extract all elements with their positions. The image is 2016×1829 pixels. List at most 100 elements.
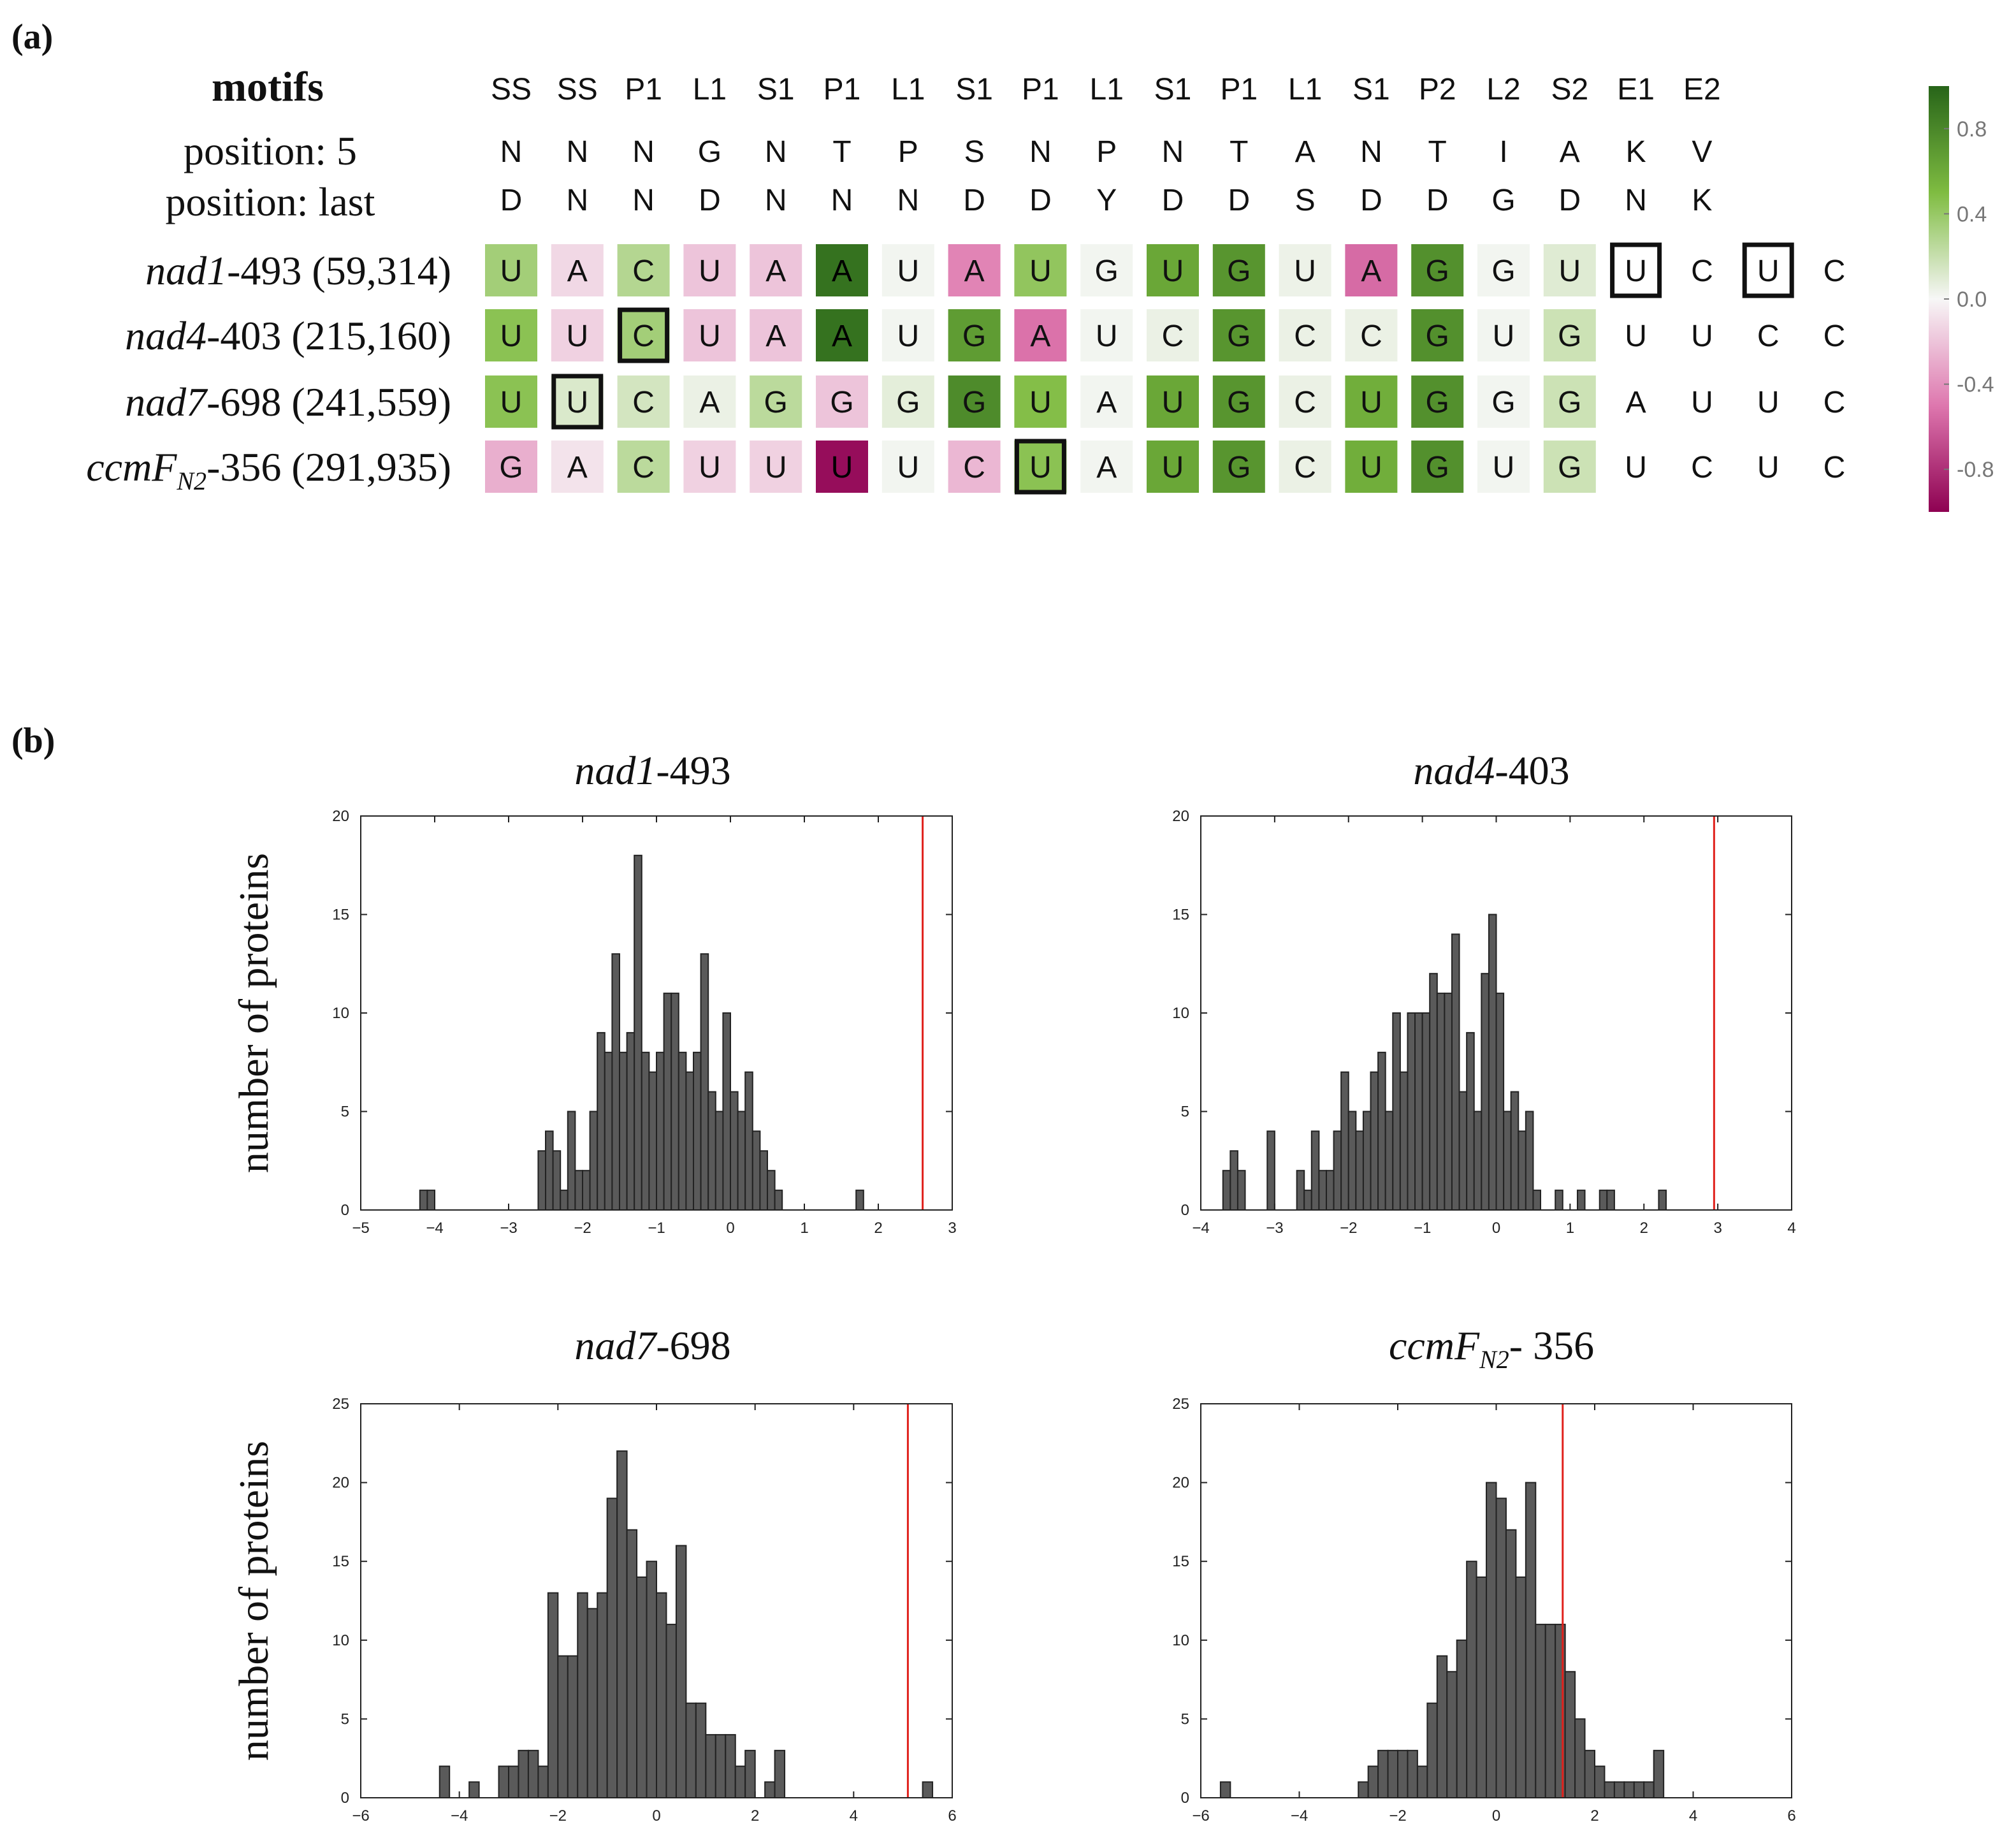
x-tick-label: 1 <box>1566 1220 1574 1237</box>
position5-residue: N <box>1162 135 1184 169</box>
y-tick-label: 20 <box>332 808 349 825</box>
x-tick-label: −3 <box>1266 1220 1283 1237</box>
histogram-bar <box>1518 1130 1527 1211</box>
histogram-title: nad7-698 <box>574 1323 730 1368</box>
heatmap-cell <box>485 309 537 361</box>
nucleotide-label: G <box>1426 319 1449 353</box>
nucleotide-label: G <box>1558 319 1581 353</box>
colorbar-tick-label: 0.0 <box>1957 288 1987 312</box>
position5-residue: T <box>1229 135 1248 169</box>
heatmap-cell <box>1477 441 1530 493</box>
position5-residue: G <box>698 135 722 169</box>
nucleotide-label: G <box>1491 386 1515 419</box>
position5-residue: V <box>1692 135 1712 169</box>
nucleotide-label: G <box>1227 319 1251 353</box>
histogram-bar <box>468 1781 480 1799</box>
motif-label: L1 <box>693 73 727 106</box>
transcript-name: nad1 <box>145 248 227 293</box>
colorbar-tick-label: 0.4 <box>1957 202 1987 226</box>
motif-label: L1 <box>1288 73 1322 106</box>
x-tick-label: −2 <box>1389 1807 1406 1825</box>
y-tick-label: 10 <box>332 1005 349 1022</box>
nucleotide-label: U <box>1757 386 1780 419</box>
histogram-bar <box>646 1561 657 1798</box>
heatmap-cell <box>750 441 802 493</box>
transcript-label: nad1-493 (59,314) <box>145 248 451 293</box>
histogram-bar <box>537 1765 549 1799</box>
heatmap-cell <box>750 375 802 428</box>
panel-label-b: (b) <box>11 721 55 761</box>
nucleotide-label: U <box>500 386 523 419</box>
y-tick-label: 15 <box>1172 907 1189 924</box>
histogram-2: nad4-403 −4 −3 −2 −1 0 1 2 3 4 0 5 10 15 20 <box>1172 748 1795 1237</box>
position-last-residue: Y <box>1096 184 1117 217</box>
position-last-residue: N <box>566 184 588 217</box>
motif-label: P1 <box>823 73 861 106</box>
nucleotide-label: U <box>831 451 853 485</box>
nucleotide-label: C <box>1824 386 1846 419</box>
heatmap-cell <box>1345 441 1398 493</box>
nucleotide-label: U <box>1493 319 1515 353</box>
heatmap-cell <box>1411 375 1464 428</box>
histogram-bar <box>1392 1012 1401 1211</box>
heatmap-cell <box>1212 375 1265 428</box>
y-tick-label: 0 <box>1181 1789 1189 1807</box>
nucleotide-label: A <box>567 451 588 485</box>
motif-label: SS <box>557 73 598 106</box>
y-tick-label: 5 <box>1181 1104 1189 1121</box>
x-tick-label: 1 <box>800 1220 808 1237</box>
histogram-bar <box>1370 1071 1379 1211</box>
position-last-residue: N <box>765 184 787 217</box>
histogram-bar <box>1510 1091 1519 1211</box>
nucleotide-label: C <box>1824 451 1846 485</box>
y-tick-label: 20 <box>332 1475 349 1492</box>
motif-label: S1 <box>1352 73 1390 106</box>
y-tick-label: 20 <box>1172 1475 1189 1492</box>
motif-label: P2 <box>1419 73 1456 106</box>
histogram-bar <box>626 1031 635 1211</box>
transcript-site: -403 (215,160) <box>207 313 451 358</box>
nucleotide-label: A <box>832 319 852 353</box>
nucleotide-label: U <box>1029 386 1052 419</box>
y-tick-label: 10 <box>332 1632 349 1649</box>
histogram-bar <box>1525 1482 1537 1799</box>
nucleotide-label: A <box>1096 386 1117 419</box>
histogram-bar <box>1623 1781 1635 1799</box>
y-tick-label: 0 <box>341 1202 349 1219</box>
histogram-bar <box>764 1781 776 1799</box>
heatmap-cell <box>485 244 537 296</box>
histogram-bar <box>1606 1190 1615 1211</box>
heatmap-cell <box>1147 309 1199 361</box>
nucleotide-label: U <box>1691 386 1713 419</box>
y-tick-label: 25 <box>1172 1395 1189 1413</box>
nucleotide-label: U <box>1558 254 1581 288</box>
position5-residue: T <box>832 135 851 169</box>
histogram-bar <box>545 1130 554 1211</box>
heatmap-cell <box>881 441 934 493</box>
colorbar: 0.8 0.4 0.0 -0.4 -0.8 <box>1929 86 1994 512</box>
histogram-bar <box>1407 1749 1418 1799</box>
transcript-name: ccmF <box>86 444 177 490</box>
heatmap-cell <box>948 309 1001 361</box>
histogram-bar <box>1594 1765 1606 1799</box>
position5-residue: I <box>1499 135 1507 169</box>
histogram-bar <box>1310 1130 1320 1211</box>
y-tick-label: 25 <box>332 1395 349 1413</box>
x-tick-label: 0 <box>1492 1807 1500 1825</box>
colorbar-tick-label: -0.8 <box>1957 458 1994 482</box>
heatmap-cell <box>816 309 868 361</box>
nucleotide-label: U <box>699 319 721 353</box>
histogram-bar <box>586 1608 598 1799</box>
heatmap-cell <box>1345 244 1398 296</box>
histogram-bar <box>567 1655 579 1799</box>
heatmap-cell <box>816 244 868 296</box>
heatmap-cell <box>948 441 1001 493</box>
nucleotide-label: G <box>962 386 986 419</box>
heatmap-cell <box>1080 375 1133 428</box>
x-tick-label: 6 <box>1787 1807 1795 1825</box>
histogram-bar <box>695 1702 707 1798</box>
histogram-bar <box>1633 1781 1645 1799</box>
histogram-bar <box>730 1091 739 1211</box>
histogram-bar <box>426 1190 436 1211</box>
